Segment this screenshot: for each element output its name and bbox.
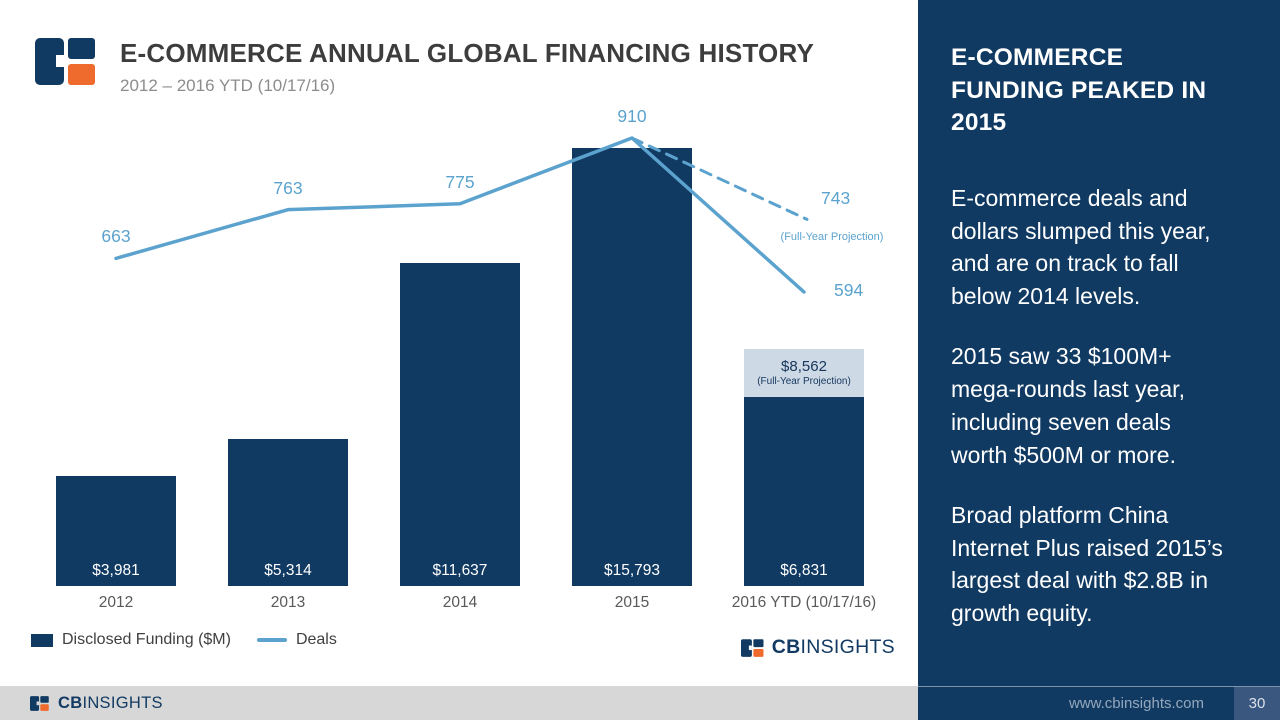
deal-count-label: 663: [101, 226, 131, 247]
page-title: E-COMMERCE ANNUAL GLOBAL FINANCING HISTO…: [120, 38, 815, 68]
footer-url: www.cbinsights.com: [1068, 695, 1204, 712]
wordmark-insights: INSIGHTS: [800, 636, 895, 658]
deal-count-label: 775: [445, 171, 475, 192]
bar-value-label: $15,793: [603, 562, 661, 579]
deals-projection-line: [630, 136, 809, 221]
deal-count-label: 763: [273, 177, 303, 198]
legend: Disclosed Funding ($M) Deals: [31, 631, 337, 649]
page-subtitle: 2012 – 2016 YTD (10/17/16): [120, 76, 336, 95]
watermark-wordmark: CBINSIGHTS: [772, 636, 895, 659]
title-block: E-COMMERCE ANNUAL GLOBAL FINANCING HISTO…: [120, 38, 814, 96]
deals-line-chart: [114, 136, 809, 294]
sidebar-paragraph: 2015 saw 33 $100M+ mega-rounds last year…: [951, 343, 1185, 468]
funding-projection-note: (Full-Year Projection): [757, 376, 851, 388]
bar-value-label: $11,637: [432, 562, 488, 579]
x-label: 2015: [614, 594, 650, 611]
funding-legend-swatch: [31, 633, 53, 647]
bar-2014: [400, 263, 520, 586]
funding-legend-label: Disclosed Funding ($M): [62, 631, 231, 648]
funding-projection-value: $8,562: [781, 358, 827, 376]
page-number: 30: [1234, 687, 1280, 720]
bar-value-label: $6,831: [780, 562, 828, 579]
sidebar-paragraph: Broad platform China Internet Plus raise…: [951, 501, 1223, 627]
wordmark-cb: CB: [58, 693, 83, 712]
chart-panel: E-COMMERCE ANNUAL GLOBAL FINANCING HISTO…: [30, 38, 895, 659]
x-axis: 2012 2013 2014 2015 2016 YTD (10/17/16): [30, 594, 890, 614]
cbinsights-logo-icon: [35, 38, 95, 85]
cbinsights-logo-icon: [740, 638, 764, 657]
funding-projection-cap: $8,562 (Full-Year Projection): [744, 348, 864, 397]
sidebar-paragraph: E-commerce deals and dollars slumped thi…: [951, 184, 1211, 310]
x-label: 2013: [270, 594, 306, 611]
deals-projection-note: (Full-Year Projection): [780, 231, 884, 244]
bar-2012: [56, 475, 176, 586]
footer-brand: CBINSIGHTS: [0, 686, 918, 720]
deal-count-label: 594: [834, 280, 864, 300]
deals-line: [114, 136, 806, 294]
sidebar-heading: E-COMMERCE FUNDING PEAKED IN 2015: [951, 44, 1207, 137]
header: E-COMMERCE ANNUAL GLOBAL FINANCING HISTO…: [35, 38, 814, 96]
bar-value-label: $3,981: [92, 562, 140, 579]
footer-meta: www.cbinsights.com 30: [918, 686, 1280, 720]
deal-count-label: 910: [617, 106, 647, 126]
x-label: 2014: [442, 594, 478, 611]
x-label: 2016 YTD (10/17/16): [731, 594, 877, 611]
wordmark-cb: CB: [771, 636, 801, 658]
footer: CBINSIGHTS www.cbinsights.com 30: [0, 686, 1280, 720]
deals-legend-label: Deals: [295, 631, 337, 648]
wordmark-insights: INSIGHTS: [82, 693, 163, 712]
x-label: 2012: [98, 594, 134, 611]
combo-chart: $8,562 (Full-Year Projection) $3,981 $5,314…: [30, 100, 890, 586]
footer-wordmark: CBINSIGHTS: [58, 694, 163, 713]
cbinsights-watermark: CBINSIGHTS: [740, 636, 895, 659]
cbinsights-logo-icon: [30, 695, 49, 711]
deals-projection-label: 743: [821, 188, 851, 209]
bar-2016 YTD (10/17/16): [744, 396, 864, 586]
sidebar: E-COMMERCE FUNDING PEAKED IN 2015 E-comm…: [918, 0, 1280, 686]
bar-2013: [228, 438, 348, 586]
bar-2015: [572, 148, 692, 586]
bar-value-label: $5,314: [264, 562, 312, 579]
deals-legend-swatch: [256, 638, 287, 642]
